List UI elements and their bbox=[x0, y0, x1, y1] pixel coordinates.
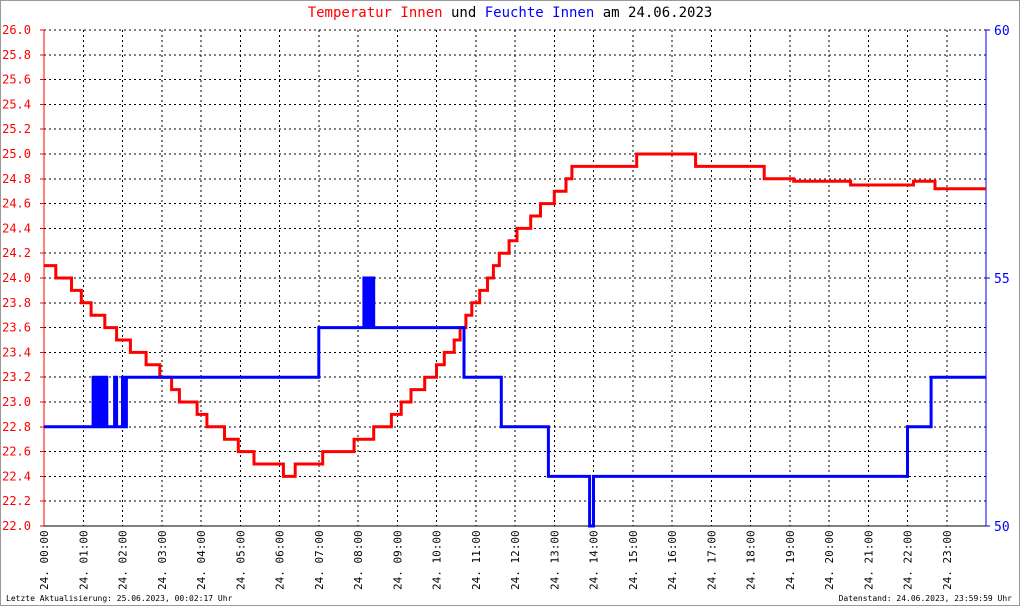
chart-title: Temperatur Innen und Feuchte Innen am 24… bbox=[0, 5, 1020, 21]
y-left-tick-label: 25.0 bbox=[2, 147, 31, 161]
y-left-tick-label: 24.8 bbox=[2, 172, 31, 186]
title-humidity: Feuchte Innen bbox=[484, 5, 595, 21]
x-tick-label: 24. 07:00 bbox=[313, 530, 326, 590]
y-left-tick-label: 22.0 bbox=[2, 519, 31, 533]
y-left-tick-label: 25.4 bbox=[2, 97, 31, 111]
y-left-tick-label: 22.6 bbox=[2, 445, 31, 459]
y-left-tick-label: 25.2 bbox=[2, 122, 31, 136]
y-left-tick-label: 25.6 bbox=[2, 73, 31, 87]
x-tick-label: 24. 17:00 bbox=[705, 530, 718, 590]
x-tick-label: 24. 01:00 bbox=[77, 530, 90, 590]
y-left-tick-label: 23.8 bbox=[2, 296, 31, 310]
y-left-tick-label: 23.4 bbox=[2, 345, 31, 359]
y-left-tick-label: 23.6 bbox=[2, 321, 31, 335]
x-tick-label: 24. 23:00 bbox=[941, 530, 954, 590]
y-right-tick-label: 50 bbox=[994, 520, 1010, 535]
x-tick-label: 24. 13:00 bbox=[548, 530, 561, 590]
y-left-tick-label: 23.0 bbox=[2, 395, 31, 409]
y-left-tick-label: 22.4 bbox=[2, 469, 31, 483]
y-left-tick-label: 24.4 bbox=[2, 221, 31, 235]
title-date: am 24.06.2023 bbox=[602, 5, 713, 21]
x-tick-label: 24. 11:00 bbox=[470, 530, 483, 590]
y-left-tick-label: 26.0 bbox=[2, 23, 31, 37]
x-tick-label: 24. 16:00 bbox=[666, 530, 679, 590]
x-tick-label: 24. 15:00 bbox=[627, 530, 640, 590]
x-tick-label: 24. 08:00 bbox=[352, 530, 365, 590]
x-tick-label: 24. 22:00 bbox=[902, 530, 915, 590]
x-tick-label: 24. 12:00 bbox=[509, 530, 522, 590]
title-temperature: Temperatur Innen bbox=[307, 5, 443, 21]
x-tick-label: 24. 10:00 bbox=[431, 530, 444, 590]
x-tick-label: 24. 14:00 bbox=[588, 530, 601, 590]
humidity-series-line bbox=[44, 276, 986, 528]
x-tick-label: 24. 06:00 bbox=[274, 530, 287, 590]
y-left-tick-label: 24.6 bbox=[2, 197, 31, 211]
x-tick-label: 24. 03:00 bbox=[156, 530, 169, 590]
x-tick-label: 24. 09:00 bbox=[391, 530, 404, 590]
x-tick-label: 24. 00:00 bbox=[38, 530, 51, 590]
x-tick-label: 24. 19:00 bbox=[784, 530, 797, 590]
y-left-tick-label: 24.2 bbox=[2, 246, 31, 260]
y-left-tick-label: 22.2 bbox=[2, 494, 31, 508]
x-tick-label: 24. 20:00 bbox=[823, 530, 836, 590]
title-and: und bbox=[450, 5, 477, 21]
y-left-tick-label: 22.8 bbox=[2, 420, 31, 434]
footer-data-status: Datenstand: 24.06.2023, 23:59:59 Uhr bbox=[838, 594, 1012, 603]
x-tick-label: 24. 21:00 bbox=[862, 530, 875, 590]
y-left-tick-label: 23.2 bbox=[2, 370, 31, 384]
x-tick-label: 24. 02:00 bbox=[117, 530, 130, 590]
y-left-tick-label: 25.8 bbox=[2, 48, 31, 62]
y-left-tick-label: 24.0 bbox=[2, 271, 31, 285]
y-right-tick-label: 60 bbox=[994, 24, 1010, 39]
y-right-tick-label: 55 bbox=[994, 272, 1010, 287]
footer-last-update: Letzte Aktualisierung: 25.06.2023, 00:02… bbox=[6, 594, 233, 603]
x-tick-label: 24. 18:00 bbox=[745, 530, 758, 590]
x-tick-label: 24. 04:00 bbox=[195, 530, 208, 590]
x-tick-label: 24. 05:00 bbox=[234, 530, 247, 590]
